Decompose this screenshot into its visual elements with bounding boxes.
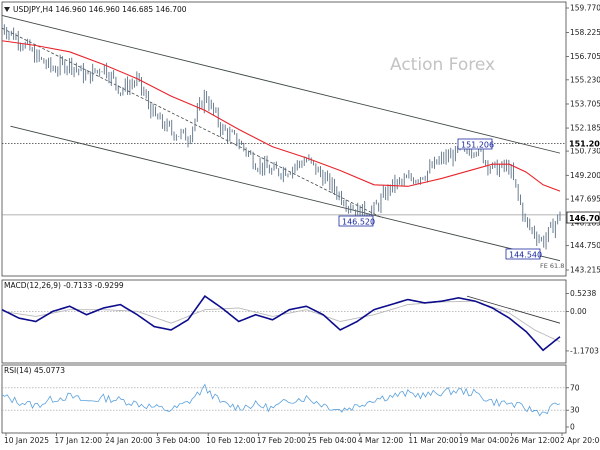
fe-label: FE 61.8 — [540, 262, 564, 270]
high-annotation: 151.206 — [457, 138, 494, 150]
main-chart — [1, 15, 561, 262]
high-annotation-box — [457, 138, 493, 150]
ema-line — [1, 40, 561, 192]
price-tick-label: 152.185 — [570, 124, 600, 133]
low2-annotation-box — [505, 248, 541, 260]
macd-line — [1, 295, 561, 352]
price-tick-label: 144.750 — [570, 241, 600, 250]
time-tick-label: 19 Mar 04:00 — [459, 436, 509, 445]
channel-dashed-line — [1, 27, 383, 219]
low1-annotation: 146.520 — [338, 215, 375, 227]
rsi-chart — [1, 383, 561, 417]
rsi-tick-label: 70 — [570, 383, 580, 392]
rsi-title: RSI(14) 45.0773 — [4, 366, 65, 375]
panel-frame-main — [1, 1, 567, 277]
price-bars — [1, 23, 561, 250]
price-tick-label: 159.770 — [570, 4, 600, 13]
low2-annotation-label: 144.540 — [509, 250, 542, 259]
high-annotation-label: 151.206 — [461, 140, 494, 149]
watermark: Action Forex — [390, 55, 495, 75]
resistance-price-tag: 151.200 — [568, 138, 600, 148]
low1-annotation-box — [338, 215, 374, 227]
macd-tick-label: 0.00 — [570, 307, 587, 316]
rsi-tick-label: 30 — [570, 406, 580, 415]
price-tick-label: 156.705 — [570, 52, 600, 61]
price-tick-label: 153.705 — [570, 99, 600, 108]
macd-tick-label: -1.1703 — [570, 346, 599, 355]
symbol-header: USDJPY,H4 146.960 146.960 146.685 146.70… — [13, 5, 187, 14]
macd-tick-label: 0.5238 — [570, 289, 596, 298]
price-tick-label: 155.230 — [570, 75, 600, 84]
time-tick-label: 3 Feb 04:00 — [156, 436, 201, 445]
time-tick-label: 10 Feb 12:00 — [206, 436, 255, 445]
macd-chart — [1, 295, 561, 352]
resistance-tag-label: 151.200 — [569, 139, 600, 148]
macd-title: MACD(12,26,9) -0.7133 -0.9299 — [4, 281, 124, 290]
panel-frame-macd — [1, 279, 567, 364]
time-tick-label: 11 Mar 20:00 — [408, 436, 458, 445]
price-tick-label: 158.225 — [570, 28, 600, 37]
time-tick-label: 10 Jan 2025 — [4, 436, 49, 445]
current-price-tag-label: 146.700 — [569, 214, 600, 223]
rsi-line — [1, 383, 561, 417]
channel-lower-line — [10, 125, 561, 262]
channel-upper-line — [1, 15, 561, 154]
price-tick-label: 150.730 — [570, 147, 600, 156]
macd-trendline — [466, 295, 561, 324]
price-tick-label: 147.695 — [570, 195, 600, 204]
time-tick-label: 4 Mar 12:00 — [358, 436, 404, 445]
panel-frames — [1, 1, 567, 434]
resistance-tag-bg — [568, 138, 600, 148]
time-tick-label: 17 Jan 12:00 — [55, 436, 103, 445]
rsi-tick-label: 0 — [570, 423, 575, 432]
time-tick-label: 25 Feb 04:00 — [307, 436, 356, 445]
collapse-triangle-icon[interactable] — [4, 7, 10, 12]
low2-annotation: 144.540 — [505, 248, 542, 260]
axis-labels: 159.770 158.225 156.705 155.230 153.705 152.1… — [4, 4, 600, 446]
panel-frame-rsi — [1, 364, 567, 434]
current-price-tag-bg — [566, 211, 600, 224]
time-tick-label: 17 Feb 20:00 — [257, 436, 306, 445]
time-tick-label: 2 Apr 20:00 — [560, 436, 600, 445]
price-tick-label: 149.200 — [570, 171, 600, 180]
time-tick-label: 26 Mar 12:00 — [509, 436, 559, 445]
low1-annotation-label: 146.520 — [342, 217, 375, 226]
time-tick-label: 24 Jan 20:00 — [105, 436, 153, 445]
current-price-tag: 146.700 — [566, 211, 600, 224]
price-tick-label: 143.215 — [570, 266, 600, 275]
